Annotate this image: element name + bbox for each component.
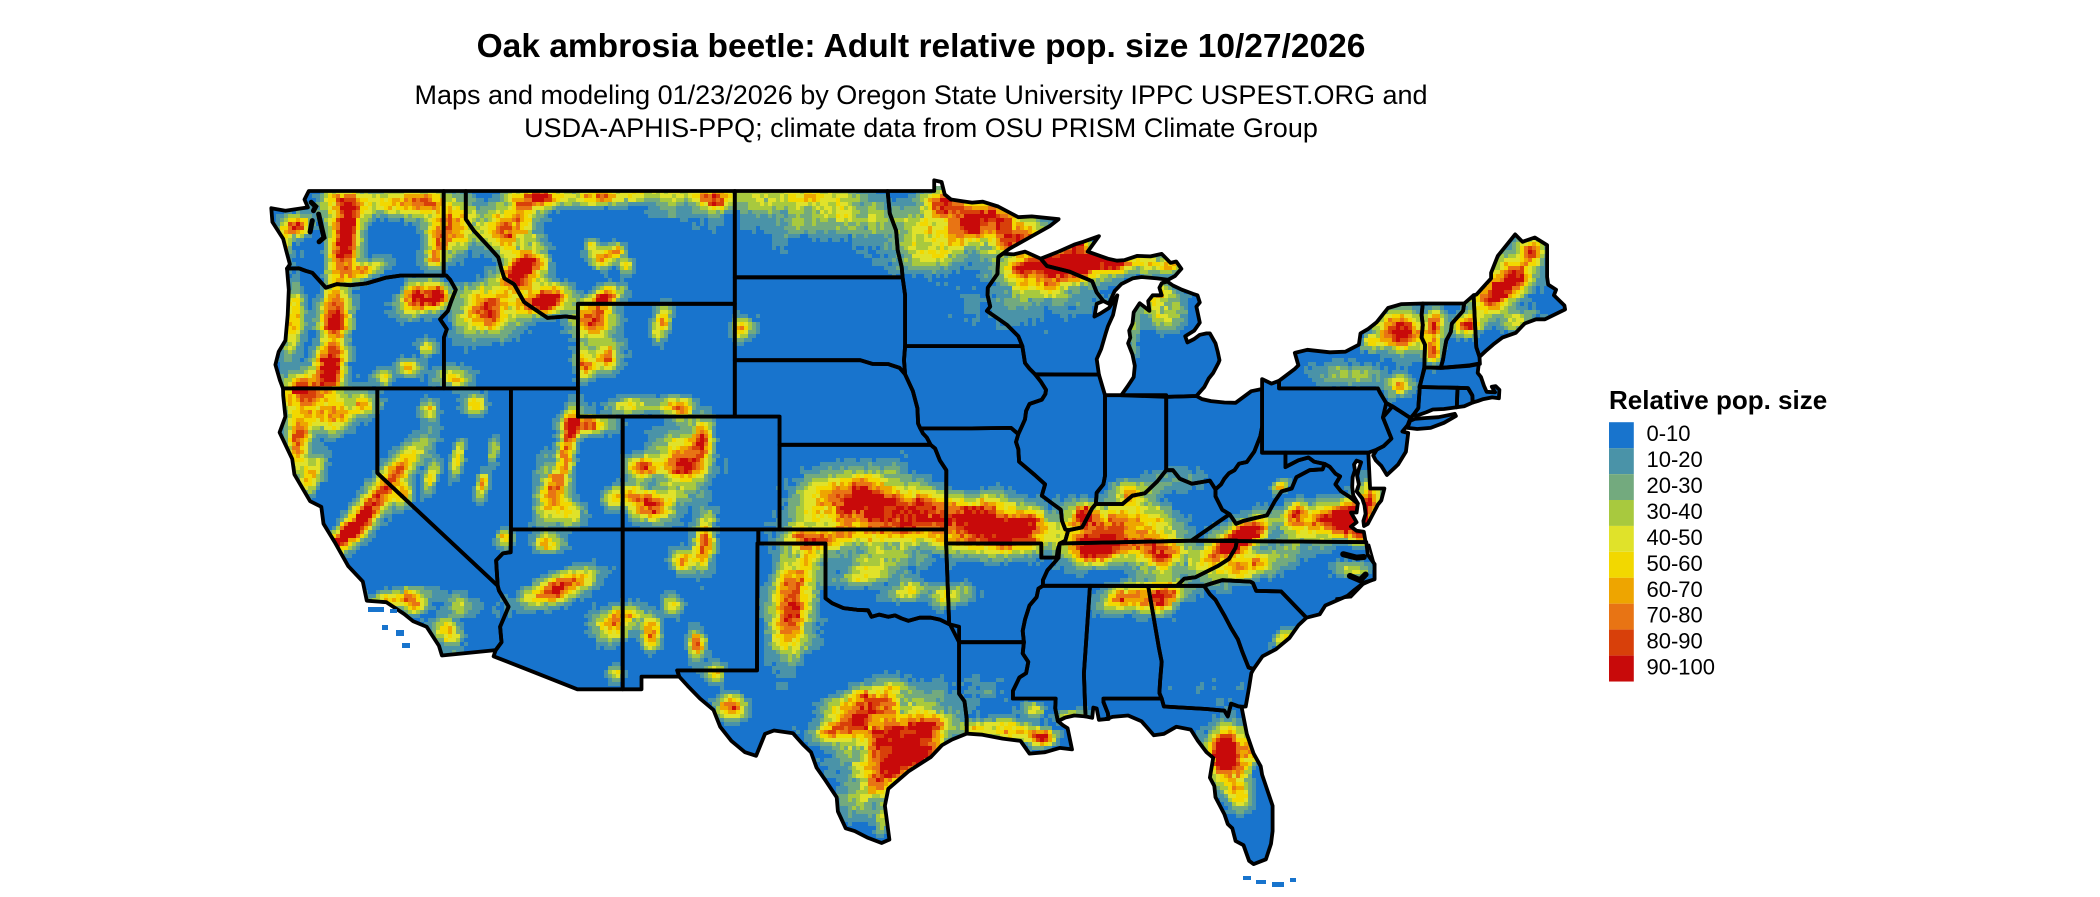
svg-text:90-100: 90-100 — [1647, 655, 1716, 680]
svg-text:10-20: 10-20 — [1647, 447, 1703, 472]
svg-text:80-90: 80-90 — [1647, 629, 1703, 654]
svg-text:Maps and modeling 01/23/2026 b: Maps and modeling 01/23/2026 by Oregon S… — [414, 80, 1427, 110]
svg-text:70-80: 70-80 — [1647, 603, 1703, 628]
svg-text:60-70: 60-70 — [1647, 577, 1703, 602]
svg-text:20-30: 20-30 — [1647, 473, 1703, 498]
svg-text:Relative pop. size: Relative pop. size — [1609, 385, 1827, 415]
svg-text:Oak ambrosia beetle: Adult rel: Oak ambrosia beetle: Adult relative pop.… — [477, 28, 1366, 65]
svg-text:40-50: 40-50 — [1647, 525, 1703, 550]
svg-text:USDA-APHIS-PPQ; climate data f: USDA-APHIS-PPQ; climate data from OSU PR… — [524, 113, 1318, 143]
svg-text:30-40: 30-40 — [1647, 499, 1703, 524]
svg-text:50-60: 50-60 — [1647, 551, 1703, 576]
svg-text:0-10: 0-10 — [1647, 421, 1691, 446]
